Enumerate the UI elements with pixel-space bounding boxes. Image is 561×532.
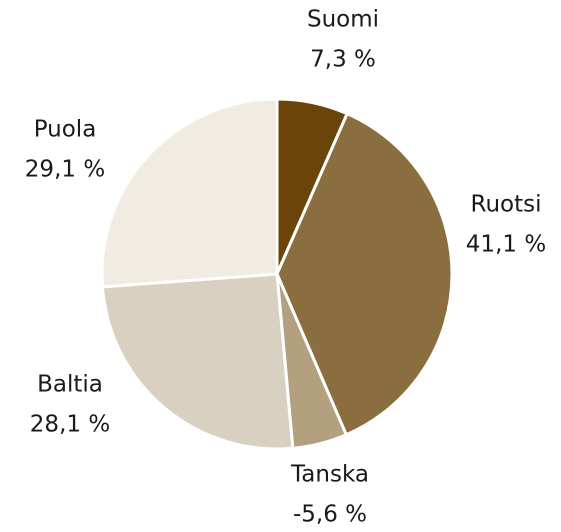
slice-label: Puola [34,117,97,143]
slice-value: 41,1 % [466,232,546,258]
slice-value: 28,1 % [30,412,110,438]
slice-label: Suomi [307,7,379,33]
slice-value: 7,3 % [310,47,376,73]
slice-label: Ruotsi [471,192,542,218]
slice-label: Tanska [290,462,369,488]
slice-value: -5,6 % [293,502,367,528]
slice-value: 29,1 % [25,157,105,183]
slice-label: Baltia [37,372,103,398]
pie-slice [100,97,279,289]
pie-slice [100,272,295,451]
pie-slice [275,111,454,437]
